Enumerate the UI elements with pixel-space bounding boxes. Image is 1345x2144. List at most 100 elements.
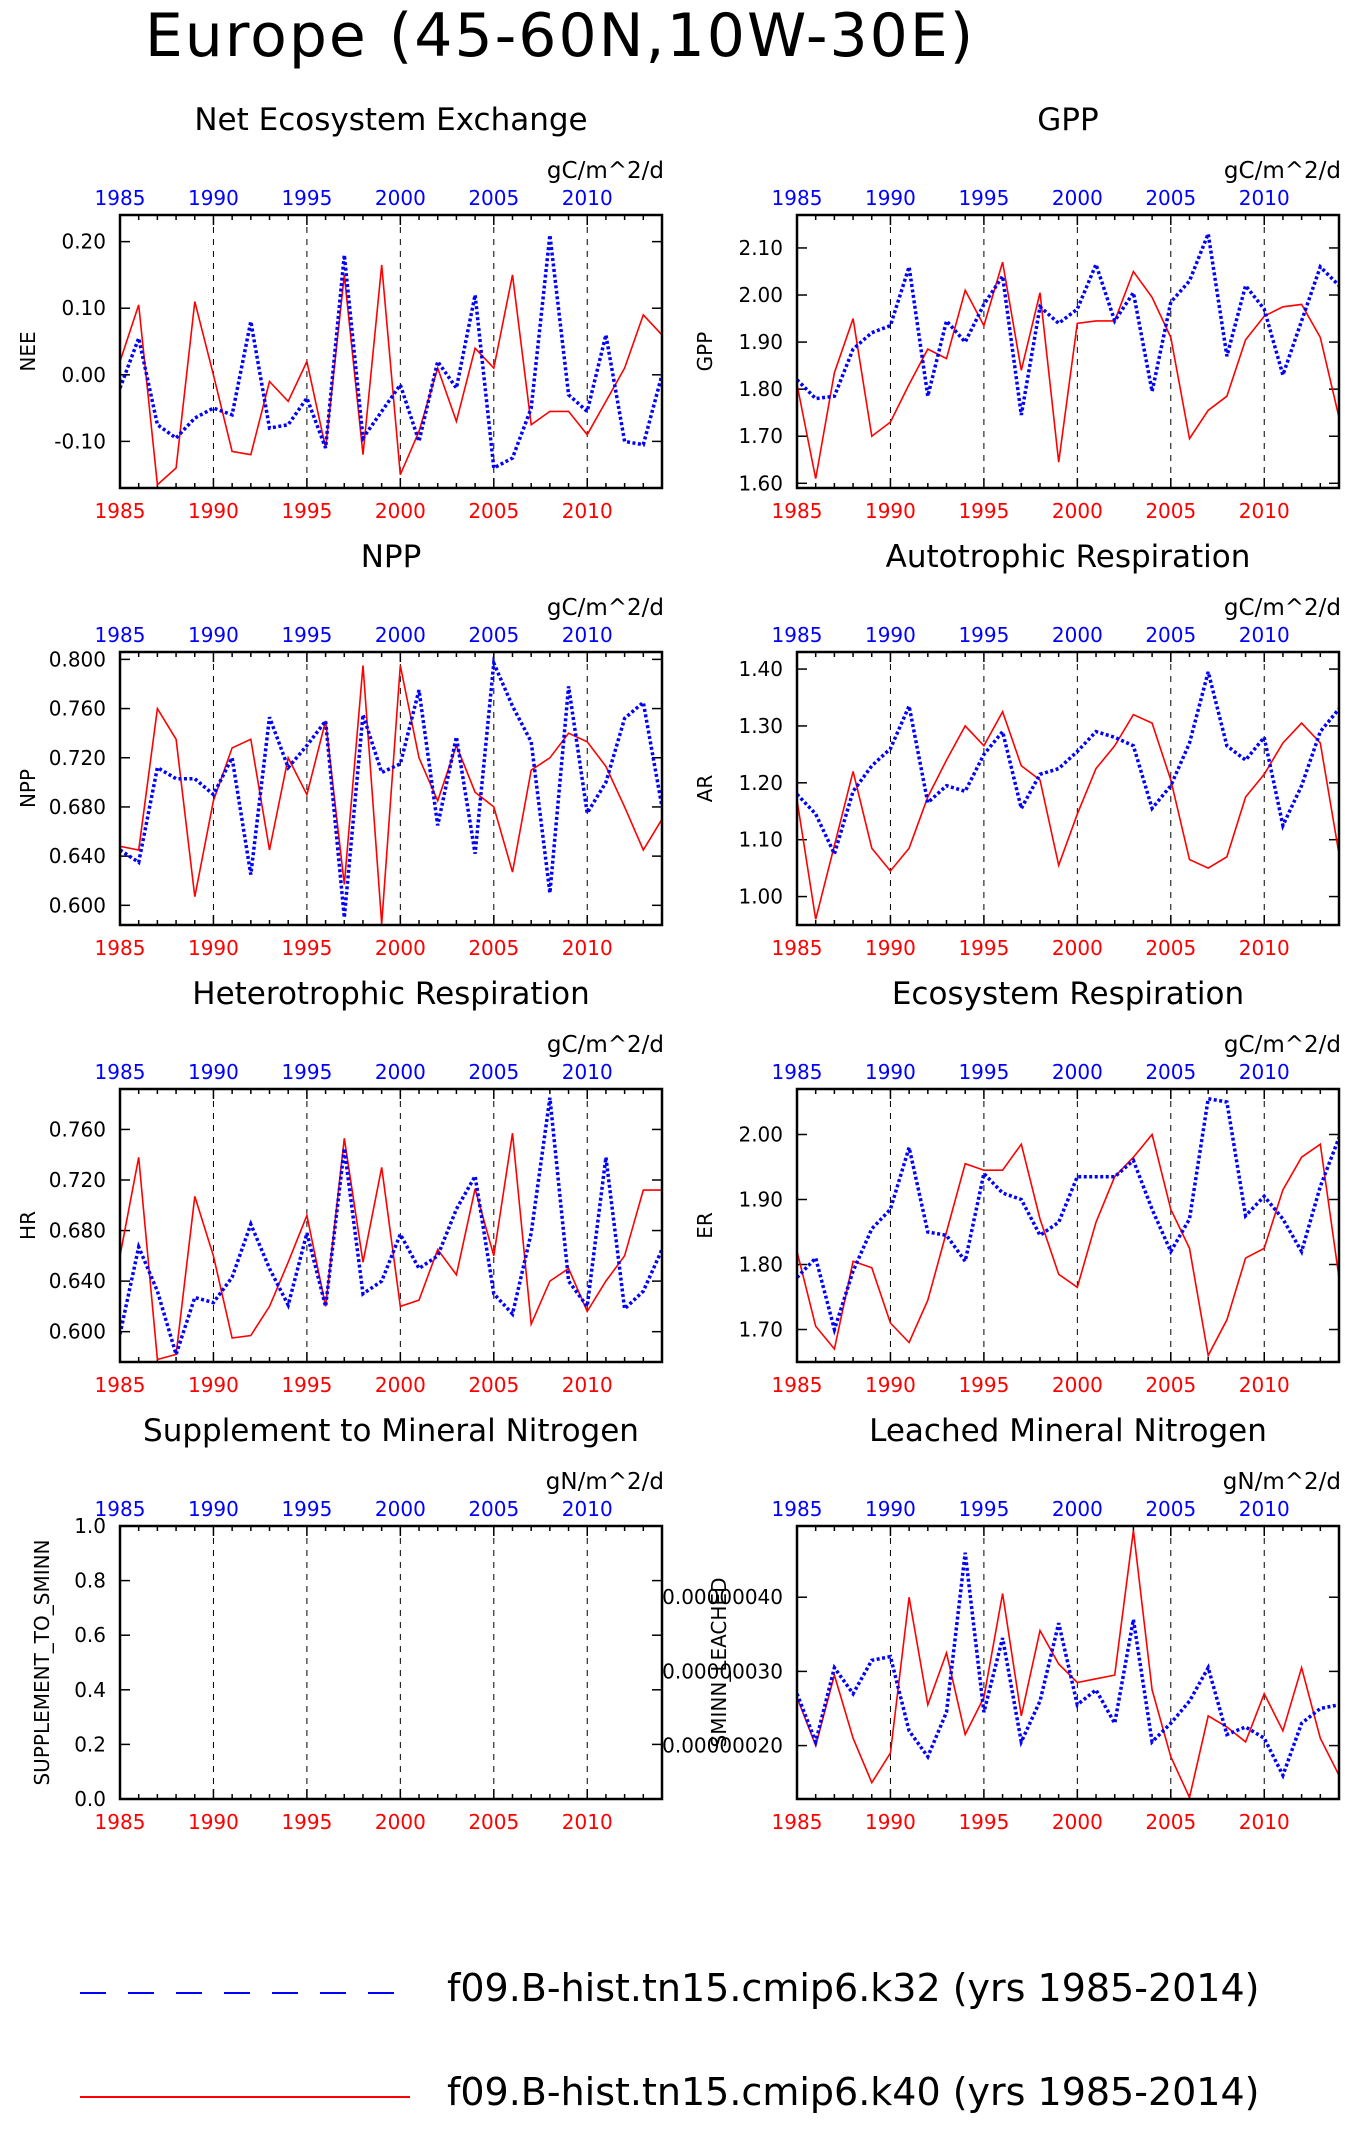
panel-2-ytick-label-5: 0.600 xyxy=(49,893,106,917)
legend-line-k32 xyxy=(80,1992,410,1994)
panel-3-ytick-label-3: 1.10 xyxy=(738,828,783,852)
panel-5-ytick-label-3: 1.70 xyxy=(738,1318,783,1342)
panel-1-ytick-label-3: 1.80 xyxy=(738,377,783,401)
panel-3-xlabel-top-1990: 1990 xyxy=(865,623,916,647)
panel-6-xlabel-bottom-2005: 2005 xyxy=(468,1810,519,1834)
panel-2-ytick-label-1: 0.760 xyxy=(49,697,106,721)
panel-0-frame xyxy=(118,213,664,490)
panel-6-ytick-label-4: 0.2 xyxy=(74,1732,106,1756)
panel-5-xlabel-top-1985: 1985 xyxy=(772,1060,823,1084)
panel-7-ytick-label-1: 0.00000030 xyxy=(662,1659,783,1683)
panel-5-units: gC/m^2/d xyxy=(1224,1032,1341,1058)
panel-4-ytick-label-1: 0.720 xyxy=(49,1168,106,1192)
panel-2-ytick-label-4: 0.640 xyxy=(49,844,106,868)
panel-7-xlabel-bottom-2005: 2005 xyxy=(1145,1810,1196,1834)
panel-1-xlabel-bottom-2000: 2000 xyxy=(1052,499,1103,523)
panel-3-ytick-label-4: 1.00 xyxy=(738,885,783,909)
panel-1-xlabel-bottom-1985: 1985 xyxy=(772,499,823,523)
panel-4-xlabel-bottom-2010: 2010 xyxy=(562,1373,613,1397)
panel-0-series-k40 xyxy=(120,264,662,487)
panel-0-xlabel-bottom-2010: 2010 xyxy=(562,499,613,523)
panel-5-xlabel-bottom-2005: 2005 xyxy=(1145,1373,1196,1397)
panel-3-ytick-label-1: 1.30 xyxy=(738,714,783,738)
panel-5-xlabel-top-1995: 1995 xyxy=(958,1060,1009,1084)
panel-5-frame xyxy=(795,1087,1341,1364)
panel-2-xlabel-top-2010: 2010 xyxy=(562,623,613,647)
panel-2-xlabel-top-1995: 1995 xyxy=(281,623,332,647)
panel-5-xlabel-bottom-1990: 1990 xyxy=(865,1373,916,1397)
panel-0-ytick-label-0: 0.20 xyxy=(61,230,106,254)
panel-7-xlabel-top-1985: 1985 xyxy=(772,1497,823,1521)
panel-0-xlabel-bottom-1990: 1990 xyxy=(188,499,239,523)
panel-0-ytick-label-3: -0.10 xyxy=(54,429,106,453)
panel-0-series-k32 xyxy=(120,234,662,471)
panel-0-xlabel-bottom-1985: 1985 xyxy=(95,499,146,523)
panel-6-ytick-label-5: 0.0 xyxy=(74,1787,106,1811)
panel-1-xlabel-bottom-1995: 1995 xyxy=(958,499,1009,523)
panel-3-xlabel-bottom-2000: 2000 xyxy=(1052,936,1103,960)
panel-3-xlabel-bottom-1985: 1985 xyxy=(772,936,823,960)
panel-2-series-k32 xyxy=(120,656,662,918)
panel-5-xlabel-bottom-2000: 2000 xyxy=(1052,1373,1103,1397)
panel-6-xlabel-top-2005: 2005 xyxy=(468,1497,519,1521)
panel-3-xlabel-bottom-2010: 2010 xyxy=(1239,936,1290,960)
panel-4-xlabel-top-1985: 1985 xyxy=(95,1060,146,1084)
panel-6-xlabel-bottom-2010: 2010 xyxy=(562,1810,613,1834)
panel-3-xlabel-bottom-2005: 2005 xyxy=(1145,936,1196,960)
panel-1-xlabel-top-2005: 2005 xyxy=(1145,186,1196,210)
panel-1-xlabel-bottom-2010: 2010 xyxy=(1239,499,1290,523)
panel-4-ytick-label-3: 0.640 xyxy=(49,1269,106,1293)
panel-6-frame xyxy=(118,1524,664,1801)
panel-5-series-k32 xyxy=(797,1096,1339,1336)
panel-6-xlabel-top-1990: 1990 xyxy=(188,1497,239,1521)
panel-5-ylabel: ER xyxy=(693,1212,717,1239)
panel-1-ytick-label-1: 2.00 xyxy=(738,283,783,307)
panel-1-xlabel-top-1995: 1995 xyxy=(958,186,1009,210)
panel-0-xlabel-top-2005: 2005 xyxy=(468,186,519,210)
page-title: Europe (45-60N,10W-30E) xyxy=(144,1,976,71)
panel-2-units: gC/m^2/d xyxy=(547,595,664,621)
panel-6-ytick-label-1: 0.8 xyxy=(74,1569,106,1593)
panel-1-ytick-label-2: 1.90 xyxy=(738,330,783,354)
panel-5-xlabel-bottom-1995: 1995 xyxy=(958,1373,1009,1397)
panel-0-xlabel-top-2010: 2010 xyxy=(562,186,613,210)
panel-1-ylabel: GPP xyxy=(693,332,717,372)
panel-0-units: gC/m^2/d xyxy=(547,158,664,184)
panel-5-xlabel-bottom-2010: 2010 xyxy=(1239,1373,1290,1397)
panel-1-xlabel-bottom-1990: 1990 xyxy=(865,499,916,523)
panel-2-ylabel: NPP xyxy=(16,769,40,808)
panel-3-ytick-label-2: 1.20 xyxy=(738,771,783,795)
panel-6-xlabel-bottom-2000: 2000 xyxy=(375,1810,426,1834)
panel-3-frame xyxy=(795,650,1341,927)
panel-6-ytick-label-0: 1.0 xyxy=(74,1514,106,1538)
panel-1-ytick-label-0: 2.10 xyxy=(738,236,783,260)
panel-7-xlabel-bottom-2000: 2000 xyxy=(1052,1810,1103,1834)
panel-3-series-k40 xyxy=(797,709,1339,920)
panel-3-units: gC/m^2/d xyxy=(1224,595,1341,621)
panel-7-ylabel: SMINN_LEACHED xyxy=(707,1578,731,1748)
panel-5-xlabel-top-1990: 1990 xyxy=(865,1060,916,1084)
panel-4-ylabel: HR xyxy=(16,1211,40,1240)
panel-5-xlabel-top-2000: 2000 xyxy=(1052,1060,1103,1084)
panel-0-xlabel-top-1985: 1985 xyxy=(95,186,146,210)
panel-4-xlabel-top-1995: 1995 xyxy=(281,1060,332,1084)
panel-2-xlabel-top-1990: 1990 xyxy=(188,623,239,647)
legend-label-k40: f09.B-hist.tn15.cmip6.k40 (yrs 1985-2014… xyxy=(447,2070,1260,2114)
panel-7-xlabel-bottom-1990: 1990 xyxy=(865,1810,916,1834)
panel-1-series-k32 xyxy=(797,227,1339,416)
panel-2-xlabel-bottom-1985: 1985 xyxy=(95,936,146,960)
panel-5-xlabel-top-2005: 2005 xyxy=(1145,1060,1196,1084)
panel-3-xlabel-bottom-1990: 1990 xyxy=(865,936,916,960)
panel-1-xlabel-top-2000: 2000 xyxy=(1052,186,1103,210)
panel-5-ytick-label-0: 2.00 xyxy=(738,1123,783,1147)
panel-1-xlabel-top-2010: 2010 xyxy=(1239,186,1290,210)
panel-2-ytick-label-2: 0.720 xyxy=(49,746,106,770)
panel-1-xlabel-top-1990: 1990 xyxy=(865,186,916,210)
panel-6-title: Supplement to Mineral Nitrogen xyxy=(143,1413,639,1449)
panel-1-units: gC/m^2/d xyxy=(1224,158,1341,184)
panel-0-ylabel: NEE xyxy=(16,331,40,371)
panel-3-title: Autotrophic Respiration xyxy=(886,539,1251,575)
panel-2-title: NPP xyxy=(361,539,422,575)
panel-4-xlabel-bottom-1990: 1990 xyxy=(188,1373,239,1397)
panel-7-ytick-label-2: 0.00000020 xyxy=(662,1734,783,1758)
